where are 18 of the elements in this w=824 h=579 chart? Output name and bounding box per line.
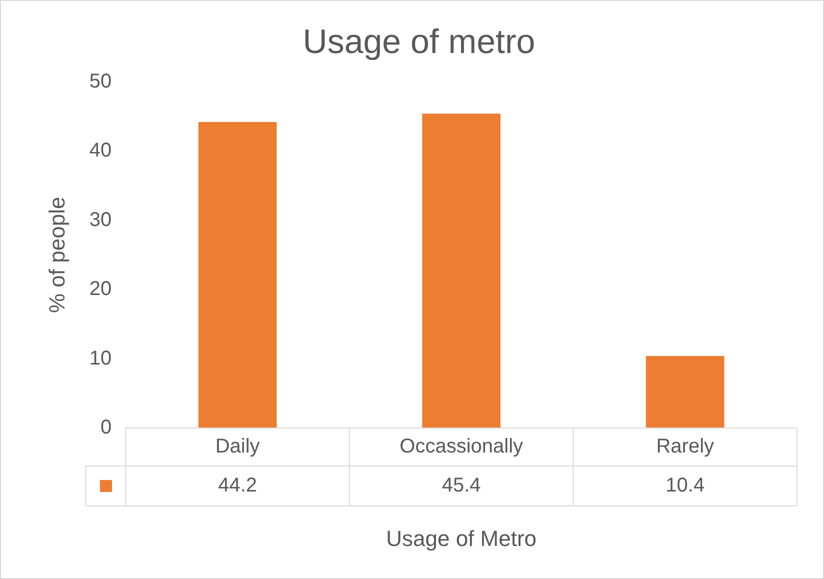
y-tick-label: 40 [89, 140, 112, 162]
y-tick-label: 50 [89, 70, 112, 92]
y-tick-label: 20 [89, 278, 112, 300]
data-label: 45.4 [442, 474, 481, 497]
y-axis-title: % of people [44, 196, 70, 313]
data-label: 10.4 [666, 474, 705, 497]
bar [198, 122, 277, 428]
x-tick-label: Daily [215, 436, 260, 458]
chart-title: Usage of metro [302, 22, 536, 61]
x-axis-title: Usage of Metro [386, 526, 537, 552]
x-tick-label: Occassionally [400, 436, 524, 458]
data-label: 44.2 [218, 474, 258, 497]
y-tick-label: 10 [89, 347, 112, 370]
y-tick-label: 0 [100, 416, 112, 439]
y-tick-label: 30 [89, 208, 112, 231]
bar [646, 356, 724, 428]
x-tick-label: Rarely [656, 436, 714, 458]
bar [422, 114, 500, 428]
